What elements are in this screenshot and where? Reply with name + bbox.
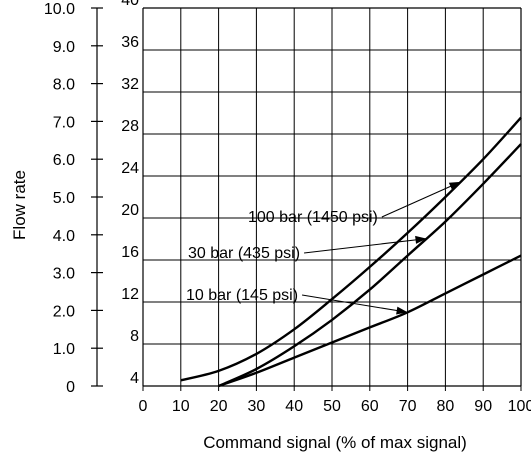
left-tick-label: 0 xyxy=(66,379,75,396)
x-tick-label: 70 xyxy=(399,398,417,415)
y-axis-title: Flow rate xyxy=(10,170,29,240)
left-tick-label: 8.0 xyxy=(53,77,75,94)
grid-layer xyxy=(143,8,521,386)
left-tick-label: 6.0 xyxy=(53,152,75,169)
x-tick-label: 100 xyxy=(508,398,531,415)
right-scale-tick-label: 36 xyxy=(121,34,139,51)
right-scale-tick-label: 20 xyxy=(121,202,139,219)
x-tick-label: 90 xyxy=(474,398,492,415)
x-tick-label: 30 xyxy=(248,398,266,415)
series-leader-line xyxy=(382,182,461,217)
left-tick-label: 4.0 xyxy=(53,228,75,245)
series-label: 100 bar (1450 psi) xyxy=(248,209,378,226)
right-scale-tick-label: 4 xyxy=(130,370,139,387)
left-tick-label: 10.0 xyxy=(44,1,75,18)
left-tick-label: 3.0 xyxy=(53,266,75,283)
right-scale-tick-label: 8 xyxy=(130,328,139,345)
x-tick-label: 40 xyxy=(285,398,303,415)
right-scale-tick-label: 12 xyxy=(121,286,139,303)
right-scale-tick-label: 40 xyxy=(121,0,139,9)
x-tick-label: 80 xyxy=(437,398,455,415)
series-label: 30 bar (435 psi) xyxy=(188,245,300,262)
left-tick-label: 5.0 xyxy=(53,190,75,207)
right-scale-tick-label: 24 xyxy=(121,160,139,177)
x-tick-label: 0 xyxy=(139,398,148,415)
x-tick-label: 60 xyxy=(361,398,379,415)
left-tick-label: 9.0 xyxy=(53,39,75,56)
label-layer: Command signal (% of max signal) Flow ra… xyxy=(10,0,531,452)
left-tick-label: 1.0 xyxy=(53,341,75,358)
left-tick-label: 7.0 xyxy=(53,114,75,131)
series-label: 10 bar (145 psi) xyxy=(186,287,298,304)
right-scale-tick-label: 28 xyxy=(121,118,139,135)
series-leader-line xyxy=(304,239,426,253)
axis-layer xyxy=(91,8,521,391)
left-tick-label: 2.0 xyxy=(53,303,75,320)
x-tick-label: 20 xyxy=(210,398,228,415)
right-scale-tick-label: 16 xyxy=(121,244,139,261)
x-axis-title: Command signal (% of max signal) xyxy=(203,433,467,452)
right-scale-tick-label: 32 xyxy=(121,76,139,93)
x-tick-label: 10 xyxy=(172,398,190,415)
x-tick-label: 50 xyxy=(323,398,341,415)
